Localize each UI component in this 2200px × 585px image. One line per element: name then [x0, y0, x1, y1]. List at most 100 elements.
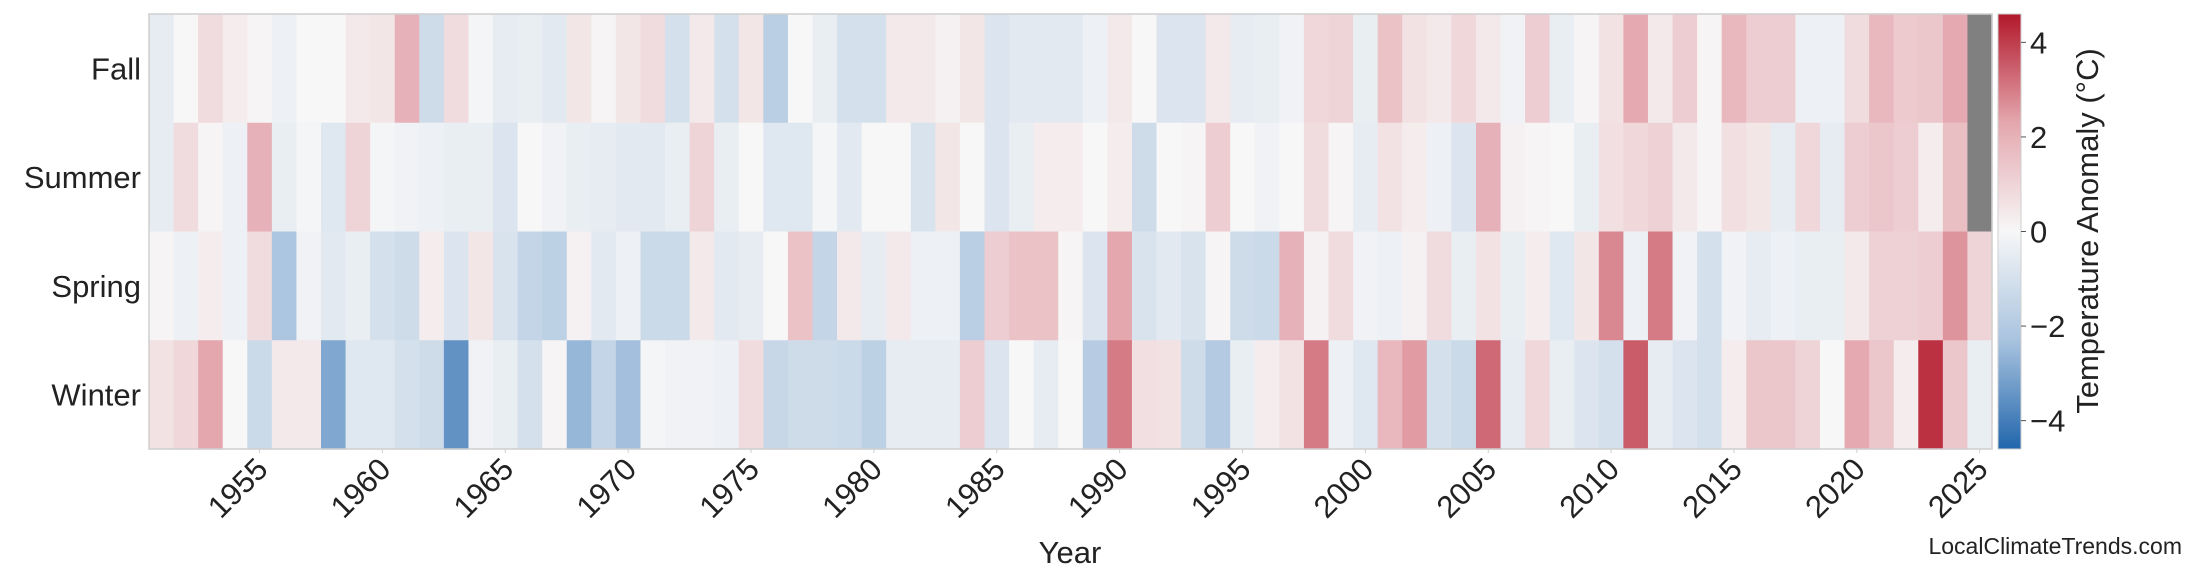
heatmap-cell: [1082, 122, 1108, 233]
heatmap-cell: [1230, 14, 1256, 124]
heatmap-cell: [861, 231, 887, 341]
heatmap-cell: [984, 122, 1010, 233]
heatmap-cell: [1942, 122, 1969, 233]
heatmap-cell: [173, 122, 199, 233]
heatmap-cell: [149, 14, 175, 124]
heatmap-cell: [296, 340, 322, 450]
heatmap-cell: [1254, 122, 1280, 233]
heatmap-cell: [1279, 14, 1305, 124]
y-tick-label: Winter: [51, 378, 141, 413]
heatmap-cell: [1697, 340, 1723, 450]
heatmap-cell: [1107, 122, 1133, 233]
heatmap-cell: [1279, 231, 1305, 341]
heatmap-cell: [1353, 340, 1379, 450]
heatmap-cell: [493, 340, 519, 450]
missing-cell: [1967, 122, 1993, 233]
heatmap-cell: [1230, 340, 1256, 450]
heatmap-cell: [1451, 14, 1477, 124]
heatmap-cell: [419, 122, 445, 233]
x-tick-label: 2010: [1553, 451, 1627, 525]
heatmap-cell: [1598, 340, 1624, 450]
heatmap-cell: [1279, 340, 1305, 450]
heatmap-cell: [1721, 14, 1747, 124]
heatmap-cell: [1377, 340, 1403, 450]
x-tick-label: 1990: [1061, 451, 1135, 525]
heatmap-cell: [566, 231, 592, 341]
heatmap-cell: [1254, 14, 1280, 124]
heatmap-cell: [1869, 122, 1895, 233]
heatmap-cell: [566, 14, 592, 124]
heatmap-cell: [271, 122, 298, 233]
heatmap-cell: [591, 14, 617, 124]
heatmap-cell: [1942, 14, 1969, 124]
heatmap-cell: [935, 122, 961, 233]
heatmap-cell: [763, 340, 789, 450]
heatmap-cell: [1353, 14, 1379, 124]
heatmap-cell: [173, 340, 199, 450]
heatmap-cell: [542, 14, 568, 124]
heatmap-cell: [1549, 14, 1575, 124]
heatmap-cell: [198, 340, 224, 450]
heatmap-cell: [787, 122, 814, 233]
heatmap-cell: [198, 231, 224, 341]
x-tick-label: 1995: [1184, 451, 1258, 525]
heatmap-cell: [247, 14, 273, 124]
heatmap-cell: [1426, 231, 1452, 341]
heatmap-cell: [1893, 14, 1919, 124]
heatmap-cell: [1377, 122, 1403, 233]
heatmap-cell: [1844, 122, 1870, 233]
heatmap-cell: [1819, 231, 1846, 341]
heatmap-cell: [370, 231, 396, 341]
heatmap-cell: [763, 14, 789, 124]
heatmap-cell: [1009, 340, 1035, 450]
heatmap-cell: [1893, 122, 1919, 233]
x-tick-label: 1980: [815, 451, 889, 525]
heatmap-cell: [173, 231, 199, 341]
heatmap-cell: [1254, 340, 1280, 450]
heatmap-cell: [296, 231, 322, 341]
heatmap-cell: [394, 14, 420, 124]
heatmap-cell: [615, 340, 642, 450]
heatmap-cell: [1844, 340, 1870, 450]
heatmap-cell: [247, 122, 273, 233]
heatmap-cell: [1181, 340, 1207, 450]
heatmap-cell: [738, 14, 764, 124]
heatmap-cell: [1869, 14, 1895, 124]
heatmap-cell: [149, 122, 175, 233]
heatmap-cell: [1647, 122, 1674, 233]
heatmap-cell: [1181, 14, 1207, 124]
heatmap-cell: [1303, 231, 1330, 341]
heatmap-cell: [812, 340, 838, 450]
heatmap-cell: [1697, 122, 1723, 233]
y-tick-label: Fall: [91, 51, 141, 86]
heatmap-cell: [247, 231, 273, 341]
heatmap-cell: [1328, 231, 1354, 341]
heatmap-cell: [1844, 231, 1870, 341]
heatmap-cell: [468, 231, 494, 341]
heatmap-cell: [1402, 14, 1428, 124]
heatmap-cell: [959, 14, 986, 124]
heatmap-cell: [763, 231, 789, 341]
x-tick-label: 1970: [570, 451, 644, 525]
x-tick-label: 1975: [692, 451, 766, 525]
heatmap-cell: [689, 14, 715, 124]
heatmap-cell: [1353, 231, 1379, 341]
heatmap-cell: [1549, 122, 1575, 233]
colorbar-tick-label: 2: [2030, 120, 2047, 155]
heatmap-cell: [566, 340, 592, 450]
heatmap-cell: [247, 340, 273, 450]
x-axis-title: Year: [1039, 535, 1102, 570]
heatmap-cell: [1672, 231, 1698, 341]
heatmap-cell: [493, 231, 519, 341]
heatmap-cell: [861, 14, 887, 124]
heatmap-cell: [1770, 231, 1797, 341]
heatmap-cell: [321, 340, 347, 450]
heatmap-cell: [198, 122, 224, 233]
heatmap-cell: [370, 122, 396, 233]
heatmap-cell: [665, 231, 691, 341]
heatmap-cell: [345, 122, 371, 233]
heatmap-cell: [296, 14, 322, 124]
heatmap-cell: [665, 14, 691, 124]
heatmap-cell: [542, 340, 568, 450]
